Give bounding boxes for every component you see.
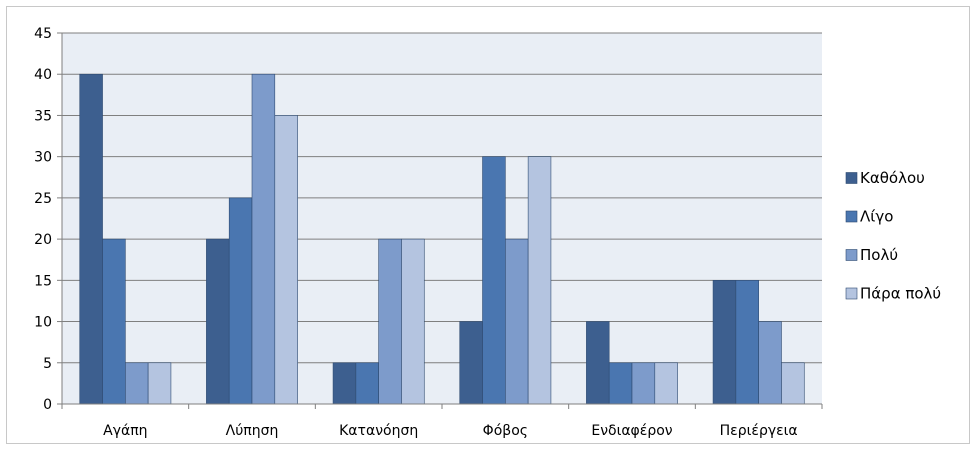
bar	[608, 362, 633, 405]
y-tick-label: 30	[34, 150, 52, 166]
bar	[274, 115, 298, 405]
legend-label: Καθόλου	[860, 169, 925, 187]
bar	[79, 73, 103, 405]
bar	[147, 362, 172, 405]
legend-swatch	[845, 249, 858, 261]
y-tick-label: 35	[34, 108, 52, 124]
x-tick-label: Φόβος	[483, 423, 528, 439]
bar	[527, 156, 552, 405]
bar	[654, 362, 678, 405]
y-tick-label: 15	[34, 273, 52, 289]
legend-swatch	[845, 210, 858, 223]
x-tick-label: Ενδιαφέρον	[591, 423, 672, 439]
x-tick-label: Αγάπη	[103, 423, 147, 439]
bar	[251, 73, 276, 405]
y-tick-label: 0	[43, 397, 52, 413]
bar	[758, 321, 782, 405]
legend-swatch	[845, 287, 858, 300]
legend-label: Λίγο	[860, 208, 893, 226]
y-axis-ticks: 0 5 10 15 20 25 30 35 40 45	[34, 26, 62, 413]
legend: Καθόλου Λίγο Πολύ Πάρα πολύ	[845, 169, 941, 303]
bar	[505, 238, 529, 405]
bar	[781, 362, 805, 405]
bar	[206, 238, 230, 405]
gridlines	[62, 32, 822, 364]
bar	[102, 238, 126, 405]
x-tick-label: Λύπηση	[226, 423, 279, 439]
y-tick-label: 45	[34, 26, 52, 42]
bar	[401, 238, 425, 405]
bar	[378, 238, 402, 405]
y-tick-label: 40	[34, 67, 52, 83]
bar	[125, 362, 149, 405]
y-tick-label: 5	[43, 356, 52, 372]
bar	[712, 280, 737, 405]
bars	[79, 73, 805, 405]
bar	[631, 362, 656, 405]
bar	[459, 321, 483, 405]
bar	[735, 280, 759, 405]
legend-swatch	[845, 172, 858, 184]
y-tick-label: 25	[34, 191, 52, 207]
y-tick-label: 10	[34, 315, 52, 331]
x-tick-label: Περιέργεια	[720, 423, 798, 439]
bar	[355, 362, 379, 405]
legend-label: Πάρα πολύ	[860, 285, 941, 303]
y-tick-label: 20	[34, 232, 52, 248]
legend-label: Πολύ	[860, 246, 898, 264]
plot-area	[62, 33, 822, 404]
x-tick-label: Κατανόηση	[339, 423, 418, 439]
bar	[228, 197, 253, 405]
x-axis-ticks: Αγάπη Λύπηση Κατανόηση Φόβος Ενδιαφέρον Περιέ…	[61, 404, 823, 439]
bar	[482, 156, 506, 405]
bar	[332, 362, 357, 405]
bar	[586, 321, 610, 405]
